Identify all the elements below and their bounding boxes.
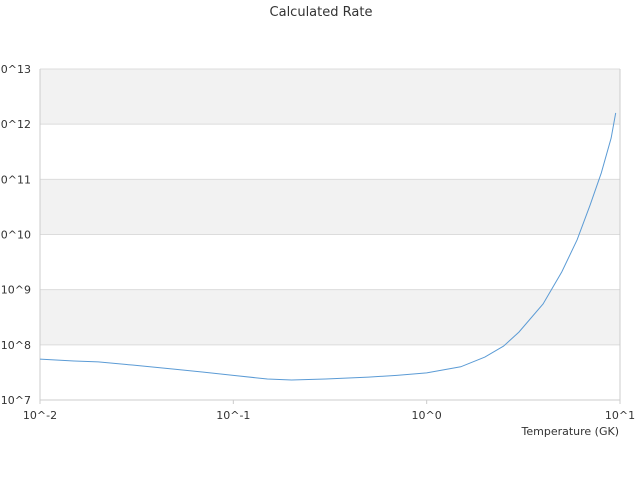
chart-title: Calculated Rate	[270, 5, 373, 20]
y-tick-label: 10^12	[0, 118, 31, 131]
grid-band	[40, 289, 620, 345]
y-tick-label: 10^8	[1, 339, 31, 352]
y-tick-label: 10^9	[1, 284, 31, 297]
y-tick-label: 10^10	[0, 229, 31, 242]
x-tick-label: 10^0	[412, 409, 442, 422]
x-tick-label: 10^1	[605, 409, 635, 422]
x-tick-label: 10^-1	[216, 409, 250, 422]
x-tick-label: 10^-2	[23, 409, 57, 422]
grid-band	[40, 69, 620, 125]
y-tick-label: 10^7	[1, 394, 31, 407]
x-axis-label: Temperature (GK)	[521, 425, 620, 438]
y-tick-label: 10^11	[0, 173, 31, 186]
grid-band	[40, 179, 620, 235]
y-tick-label: 10^13	[0, 63, 31, 76]
line-series	[39, 112, 617, 381]
